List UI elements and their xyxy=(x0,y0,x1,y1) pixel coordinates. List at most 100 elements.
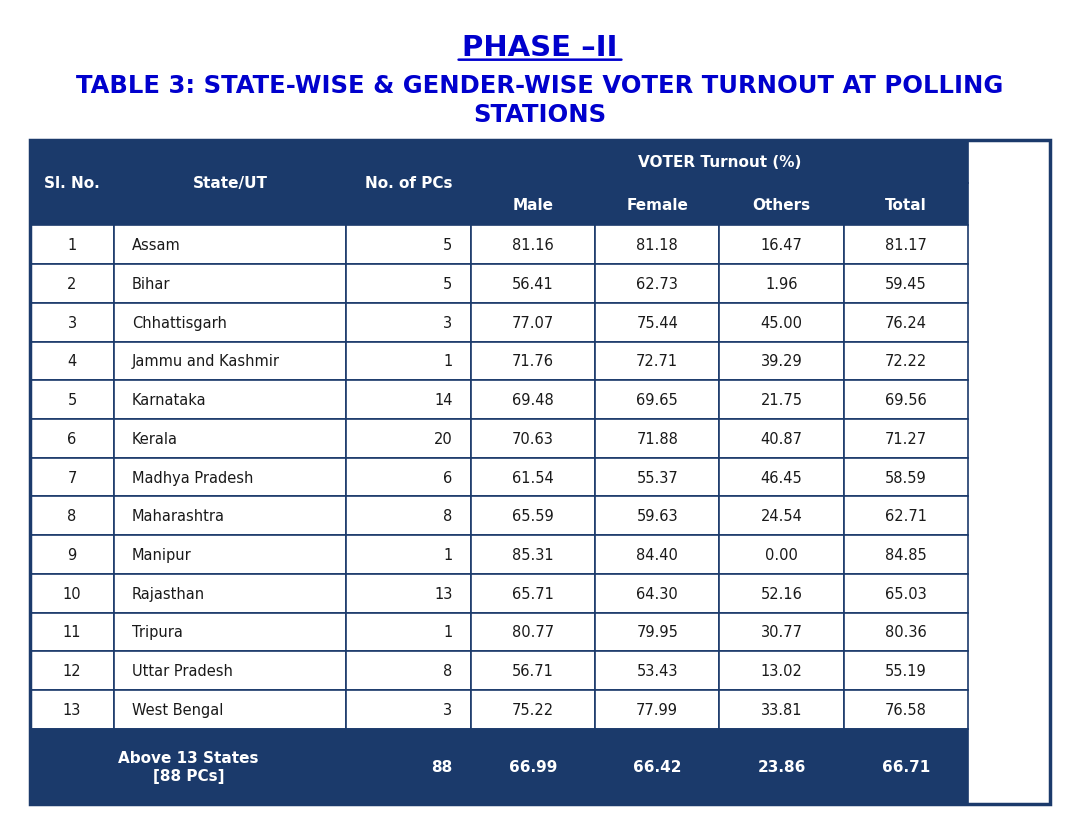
Bar xyxy=(347,613,471,652)
Bar xyxy=(471,574,595,613)
Text: 66.71: 66.71 xyxy=(882,759,930,774)
Bar xyxy=(471,381,595,419)
Bar xyxy=(471,303,595,342)
Text: No. of PCs: No. of PCs xyxy=(365,176,453,191)
Bar xyxy=(113,536,347,574)
Text: 69.56: 69.56 xyxy=(886,392,927,408)
Bar xyxy=(595,458,719,497)
Bar xyxy=(843,690,968,729)
Text: 23.86: 23.86 xyxy=(757,759,806,774)
Bar xyxy=(471,536,595,574)
Text: 5: 5 xyxy=(443,238,453,253)
Bar xyxy=(595,303,719,342)
Text: 80.77: 80.77 xyxy=(512,625,554,640)
Text: 3: 3 xyxy=(444,315,453,330)
Bar xyxy=(30,613,113,652)
Bar xyxy=(471,183,595,226)
Text: 6: 6 xyxy=(443,470,453,485)
Text: 69.65: 69.65 xyxy=(636,392,678,408)
Text: Uttar Pradesh: Uttar Pradesh xyxy=(132,663,233,678)
Bar xyxy=(30,141,113,226)
Bar xyxy=(30,265,113,303)
Bar xyxy=(113,690,347,729)
Bar xyxy=(843,729,968,804)
Text: 8: 8 xyxy=(443,509,453,523)
Bar xyxy=(595,265,719,303)
Text: 66.99: 66.99 xyxy=(509,759,557,774)
Bar xyxy=(719,419,843,458)
Text: 76.58: 76.58 xyxy=(886,702,927,717)
Bar xyxy=(113,652,347,690)
Text: 76.24: 76.24 xyxy=(885,315,927,330)
Bar xyxy=(719,265,843,303)
Bar xyxy=(347,342,471,381)
Text: 8: 8 xyxy=(67,509,77,523)
Bar xyxy=(719,652,843,690)
Bar xyxy=(347,652,471,690)
Bar xyxy=(30,303,113,342)
Text: Sl. No.: Sl. No. xyxy=(44,176,100,191)
Bar xyxy=(719,497,843,536)
Bar xyxy=(595,652,719,690)
Bar xyxy=(471,613,595,652)
Bar xyxy=(113,419,347,458)
Text: State/UT: State/UT xyxy=(192,176,268,191)
Text: 88: 88 xyxy=(431,759,453,774)
Text: 81.17: 81.17 xyxy=(886,238,927,253)
Text: 72.22: 72.22 xyxy=(885,354,927,369)
Bar xyxy=(843,613,968,652)
Text: 52.16: 52.16 xyxy=(760,586,802,601)
Text: 65.03: 65.03 xyxy=(886,586,927,601)
Text: 1: 1 xyxy=(443,625,453,640)
Text: 81.18: 81.18 xyxy=(636,238,678,253)
Text: STATIONS: STATIONS xyxy=(473,102,607,127)
Bar xyxy=(595,613,719,652)
Text: 21.75: 21.75 xyxy=(760,392,802,408)
Text: 1.96: 1.96 xyxy=(766,277,798,292)
Text: 62.73: 62.73 xyxy=(636,277,678,292)
Bar xyxy=(347,303,471,342)
Text: 70.63: 70.63 xyxy=(512,432,554,446)
Bar xyxy=(843,342,968,381)
Text: 65.59: 65.59 xyxy=(512,509,554,523)
Bar xyxy=(30,141,1050,804)
Bar xyxy=(471,729,595,804)
Text: Jammu and Kashmir: Jammu and Kashmir xyxy=(132,354,280,369)
Text: 3: 3 xyxy=(444,702,453,717)
Bar xyxy=(347,574,471,613)
Text: 40.87: 40.87 xyxy=(760,432,802,446)
Text: Maharashtra: Maharashtra xyxy=(132,509,225,523)
Text: Assam: Assam xyxy=(132,238,180,253)
Text: 59.45: 59.45 xyxy=(886,277,927,292)
Bar xyxy=(30,458,113,497)
Text: 75.44: 75.44 xyxy=(636,315,678,330)
Bar xyxy=(30,574,113,613)
Text: 39.29: 39.29 xyxy=(760,354,802,369)
Text: 84.85: 84.85 xyxy=(886,547,927,563)
Text: 58.59: 58.59 xyxy=(886,470,927,485)
Bar xyxy=(113,458,347,497)
Text: Tripura: Tripura xyxy=(132,625,183,640)
Text: 65.71: 65.71 xyxy=(512,586,554,601)
Bar xyxy=(113,265,347,303)
Bar xyxy=(347,729,471,804)
Bar xyxy=(30,226,113,265)
Bar xyxy=(719,381,843,419)
Text: Female: Female xyxy=(626,197,688,212)
Text: 69.48: 69.48 xyxy=(512,392,554,408)
Text: 55.37: 55.37 xyxy=(636,470,678,485)
Bar xyxy=(113,303,347,342)
Text: 16.47: 16.47 xyxy=(760,238,802,253)
Text: 1: 1 xyxy=(67,238,77,253)
Bar xyxy=(843,536,968,574)
Bar xyxy=(347,381,471,419)
Text: 61.54: 61.54 xyxy=(512,470,554,485)
Bar xyxy=(347,458,471,497)
Text: Kerala: Kerala xyxy=(132,432,178,446)
Text: 30.77: 30.77 xyxy=(760,625,802,640)
Text: PHASE –II: PHASE –II xyxy=(462,34,618,61)
Bar xyxy=(113,141,347,226)
Bar xyxy=(471,652,595,690)
Bar xyxy=(113,381,347,419)
Bar xyxy=(30,497,113,536)
